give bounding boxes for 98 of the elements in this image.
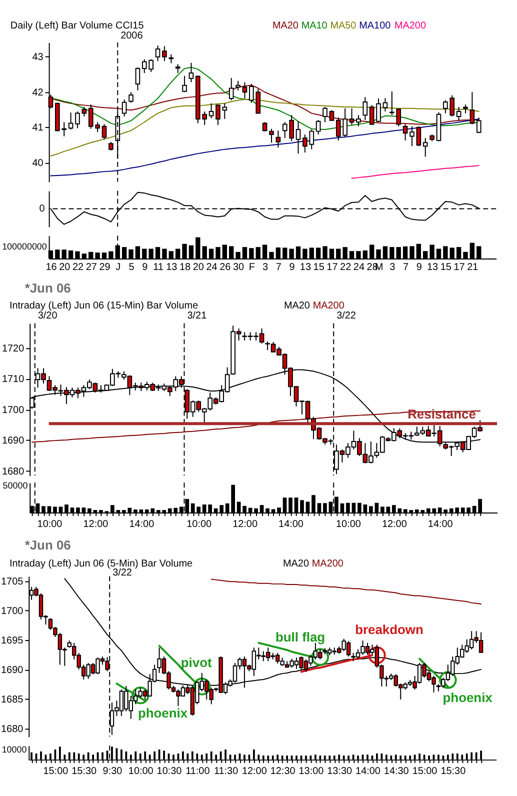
x-tick-label: 10:00 [37, 518, 63, 530]
y-tick-label: 42 [32, 87, 44, 98]
x-tick-label: 13 [427, 262, 439, 273]
annotation: 3/22 [112, 567, 132, 578]
x-tick-label: F [248, 262, 255, 273]
y-tick-label: 1705 [1, 576, 24, 588]
x-tick-label: 24 [206, 262, 218, 273]
text: MA20 [284, 300, 310, 312]
annotation: breakdown [355, 622, 424, 637]
y-tick-label: 1680 [2, 466, 25, 478]
x-tick-label: 24 [353, 262, 365, 273]
x-tick-label: 10:00 [186, 518, 212, 530]
text: MA10 [301, 20, 328, 32]
text: MA200 [394, 20, 426, 32]
x-tick-label: 9 [416, 262, 422, 273]
x-tick-label: 12:30 [270, 766, 296, 778]
text: MA20 [283, 558, 310, 570]
x-tick-label: 7 [276, 262, 282, 273]
x-tick-label: 9 [142, 262, 148, 273]
chart-subtitle: Intraday (Left) Jun 06 (15-Min) Bar Volume [9, 300, 199, 312]
y-tick-label: 43 [32, 52, 44, 63]
y-tick-label: 1680 [1, 724, 24, 735]
x-tick-label: 10:30 [156, 766, 182, 778]
x-tick-label: 7 [403, 262, 410, 273]
ref-line-label: 2006 [120, 30, 144, 42]
x-tick-label: 9 [289, 262, 296, 273]
x-tick-label: 15 [440, 262, 452, 273]
text: MA200 [312, 300, 345, 312]
y-tick-label: 1700 [1, 606, 24, 617]
x-tick-label: 12:00 [83, 518, 109, 530]
x-tick-label: 18 [179, 262, 192, 273]
x-tick-label: 17 [326, 262, 338, 273]
text: MA100 [359, 20, 392, 32]
x-tick-label: 27 [86, 262, 98, 273]
y-tick-label: 1695 [1, 635, 24, 646]
x-tick-label: 12:00 [242, 766, 268, 778]
y-tick-label: 41 [32, 122, 44, 134]
text: 50000 [2, 480, 28, 491]
y-tick-label: 1690 [1, 664, 24, 676]
y-tick-label: 40 [32, 158, 44, 169]
y-tick-label: 1710 [2, 374, 25, 386]
text: 100000000 [2, 242, 47, 252]
x-tick-label: 15:00 [43, 766, 69, 778]
chart-subtitle: Daily (Left) Bar Volume CCI15 [10, 20, 144, 32]
x-tick-label: 11 [153, 262, 164, 273]
x-tick-label: 29 [99, 262, 111, 273]
x-tick-label: 11:00 [186, 766, 210, 778]
x-tick-label: 13:30 [327, 766, 353, 778]
y-tick-label: 1720 [2, 343, 25, 354]
x-tick-label: 15:30 [72, 766, 97, 778]
x-tick-label: 10:00 [128, 766, 154, 778]
x-tick-label: 14:00 [278, 518, 304, 530]
x-tick-label: 12:00 [232, 518, 258, 530]
ref-line-label: 0 [39, 204, 46, 215]
y-tick-label: 1685 [1, 694, 24, 706]
x-tick-label: 14:00 [356, 766, 381, 778]
chart-title: *Jun 06 [24, 537, 71, 552]
series-label: MA200 [312, 558, 344, 570]
x-tick-label: 17 [454, 262, 466, 273]
x-tick-label: 22 [72, 262, 84, 273]
x-tick-label: 9:30 [102, 766, 123, 778]
x-tick-label: 10:00 [336, 518, 362, 530]
x-tick-label: 13 [300, 262, 312, 273]
x-tick-label: 21 [467, 262, 479, 273]
chart-title: *Jun 06 [24, 280, 71, 296]
chart-subtitle: Intraday (Left) Jun 06 (5-Min) Bar Volume [9, 558, 194, 570]
x-tick-label: 3 [390, 262, 396, 273]
x-tick-label: 3 [262, 262, 269, 273]
text: MA20 [272, 20, 299, 32]
annotation: pivot [180, 654, 212, 670]
text: 3/22 [336, 310, 356, 322]
annotation: phoenix [138, 705, 188, 720]
x-tick-label: 16 [46, 262, 58, 273]
x-tick-label: 5 [128, 262, 135, 273]
x-tick-label: 15:30 [440, 766, 466, 778]
x-tick-label: 22 [340, 262, 352, 273]
annotation: phoenix [442, 690, 494, 705]
x-tick-label: 14:00 [129, 518, 155, 530]
x-tick-label: 14:00 [428, 518, 454, 530]
annotation: bull flag [275, 629, 326, 644]
x-tick-label: 30 [233, 262, 245, 273]
x-tick-label: 20 [192, 262, 204, 273]
text: MA50 [330, 20, 357, 32]
y-tick-label: 1700 [2, 404, 25, 416]
x-tick-label: 15 [313, 262, 325, 273]
y-tick-label: 1690 [2, 436, 25, 447]
x-tick-label: 11:30 [214, 766, 239, 778]
x-tick-label: 20 [59, 262, 71, 273]
x-tick-label: J [116, 262, 121, 273]
text: 3/20 [38, 310, 58, 322]
text: 10000 [2, 744, 27, 755]
x-tick-label: 26 [220, 262, 232, 273]
text: 3/21 [187, 310, 208, 322]
x-tick-label: 13:00 [298, 766, 324, 778]
x-tick-label: 12:00 [382, 518, 408, 530]
x-tick-label: 15:00 [412, 766, 438, 778]
x-tick-label: 13 [166, 262, 178, 273]
x-tick-label: 14:30 [384, 766, 410, 778]
